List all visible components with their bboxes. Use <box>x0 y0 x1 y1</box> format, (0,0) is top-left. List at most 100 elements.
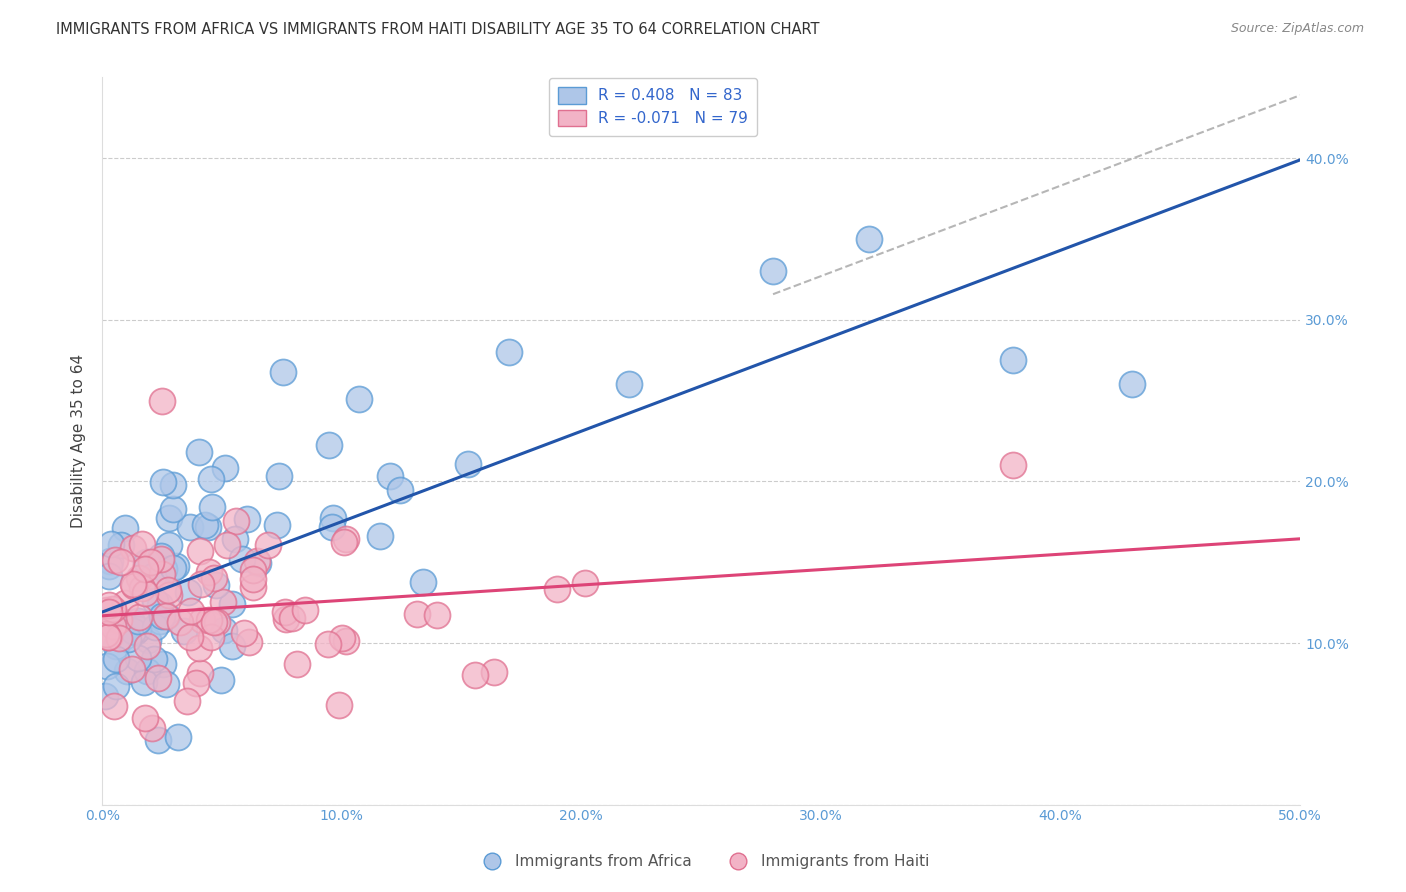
Point <box>98 558 121 573</box>
Point <box>93 613 115 627</box>
Point <box>321 520 343 534</box>
Point <box>267 468 290 483</box>
Point <box>546 582 568 596</box>
Point <box>155 677 177 691</box>
Y-axis label: Disability Age 35 to 64: Disability Age 35 to 64 <box>72 354 86 528</box>
Point <box>97 606 120 620</box>
Point <box>211 594 233 608</box>
Point <box>198 613 221 627</box>
Point <box>209 673 232 687</box>
Point <box>157 538 180 552</box>
Point <box>200 472 222 486</box>
Point <box>197 520 219 534</box>
Point <box>280 611 302 625</box>
Point <box>190 577 212 591</box>
Point <box>100 537 122 551</box>
Point <box>156 609 179 624</box>
Point <box>108 632 131 646</box>
Point <box>762 264 785 278</box>
Point <box>103 602 125 616</box>
Point <box>184 675 207 690</box>
Point <box>276 612 298 626</box>
Point <box>114 521 136 535</box>
Point <box>117 632 139 646</box>
Point <box>233 626 256 640</box>
Point <box>105 680 128 694</box>
Point <box>242 563 264 577</box>
Point <box>1001 458 1024 473</box>
Point <box>150 551 173 566</box>
Point <box>406 607 429 621</box>
Point <box>179 520 201 534</box>
Point <box>127 622 149 636</box>
Point <box>198 566 221 580</box>
Point <box>162 478 184 492</box>
Point <box>94 626 117 640</box>
Point <box>464 667 486 681</box>
Point <box>242 580 264 594</box>
Point <box>221 597 243 611</box>
Point <box>131 537 153 551</box>
Point <box>498 345 520 359</box>
Point <box>619 377 641 392</box>
Point <box>176 694 198 708</box>
Point <box>231 551 253 566</box>
Point <box>135 555 157 569</box>
Point <box>322 511 344 525</box>
Point <box>104 639 127 653</box>
Point <box>134 586 156 600</box>
Point <box>114 596 136 610</box>
Text: Source: ZipAtlas.com: Source: ZipAtlas.com <box>1230 22 1364 36</box>
Point <box>207 615 229 629</box>
Text: IMMIGRANTS FROM AFRICA VS IMMIGRANTS FROM HAITI DISABILITY AGE 35 TO 64 CORRELAT: IMMIGRANTS FROM AFRICA VS IMMIGRANTS FRO… <box>56 22 820 37</box>
Point <box>110 555 132 569</box>
Point <box>202 615 225 629</box>
Point <box>316 637 339 651</box>
Point <box>134 562 156 576</box>
Point <box>146 733 169 747</box>
Point <box>121 541 143 555</box>
Point <box>225 514 247 528</box>
Point <box>97 569 120 583</box>
Point <box>242 572 264 586</box>
Point <box>257 538 280 552</box>
Point <box>128 571 150 585</box>
Point <box>162 502 184 516</box>
Point <box>136 632 159 647</box>
Point <box>134 711 156 725</box>
Point <box>205 578 228 592</box>
Point <box>194 517 217 532</box>
Point <box>135 555 157 569</box>
Point <box>152 475 174 489</box>
Point <box>188 641 211 656</box>
Point <box>236 512 259 526</box>
Point <box>202 571 225 585</box>
Point <box>245 554 267 568</box>
Point <box>285 657 308 672</box>
Point <box>574 576 596 591</box>
Point <box>97 598 120 612</box>
Point <box>96 659 118 673</box>
Point <box>188 665 211 680</box>
Point <box>103 699 125 714</box>
Point <box>457 457 479 471</box>
Point <box>98 554 121 568</box>
Point <box>188 544 211 558</box>
Point <box>177 584 200 599</box>
Point <box>155 609 177 624</box>
Point <box>1001 353 1024 368</box>
Point <box>482 665 505 679</box>
Point <box>368 529 391 543</box>
Point <box>332 632 354 646</box>
Point <box>101 619 124 633</box>
Point <box>96 603 118 617</box>
Point <box>142 652 165 666</box>
Legend: Immigrants from Africa, Immigrants from Haiti: Immigrants from Africa, Immigrants from … <box>471 848 935 875</box>
Point <box>328 698 350 713</box>
Point <box>153 562 176 576</box>
Point <box>127 650 149 665</box>
Point <box>238 635 260 649</box>
Point <box>221 639 243 653</box>
Point <box>121 615 143 629</box>
Point <box>157 588 180 602</box>
